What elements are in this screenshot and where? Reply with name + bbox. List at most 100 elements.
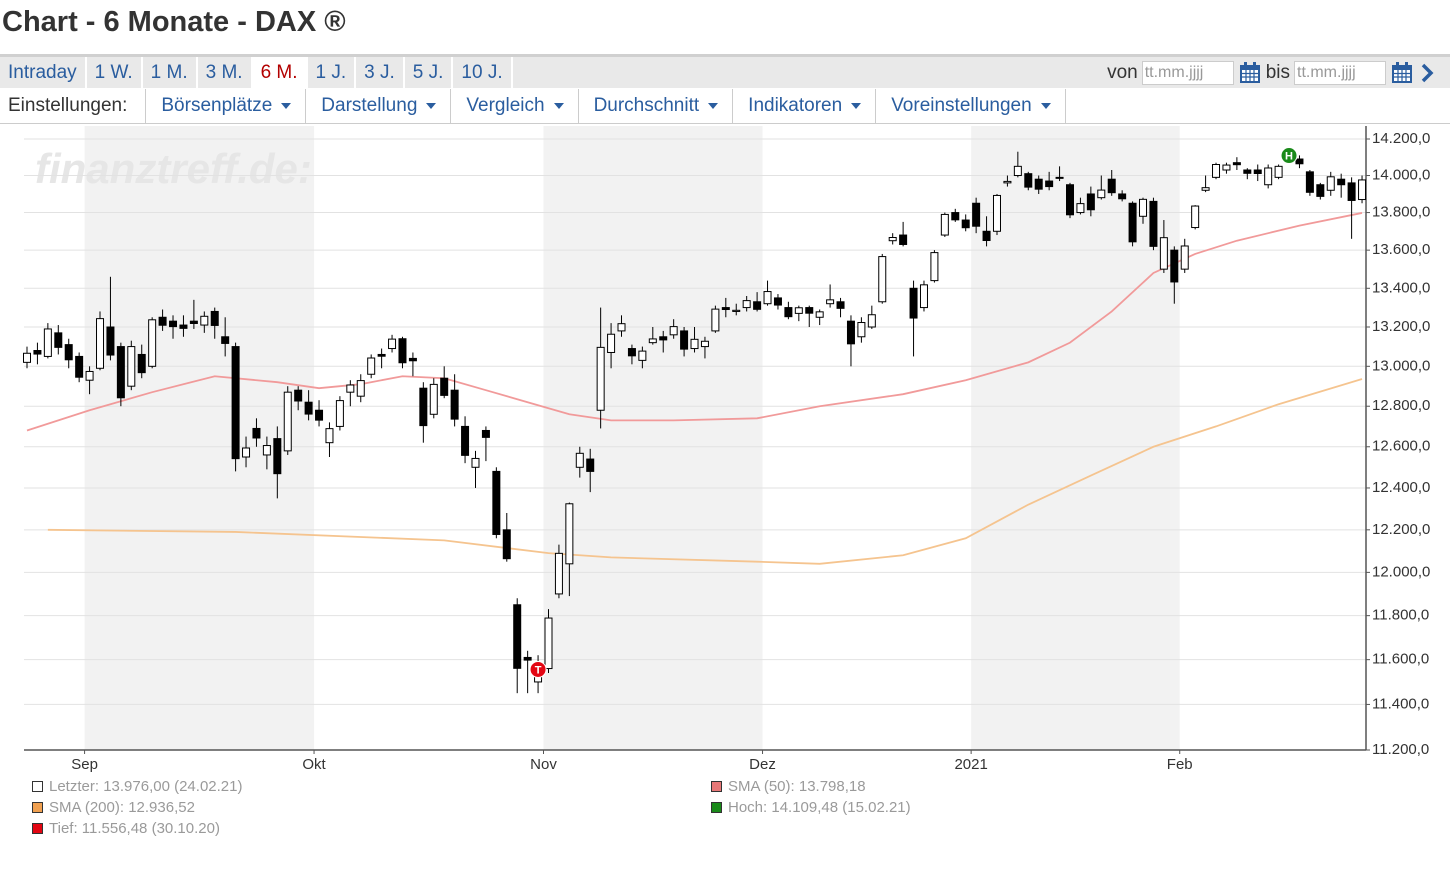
to-input[interactable]: tt.mm.jjjj (1294, 60, 1386, 85)
menu-label: Indikatoren (748, 95, 843, 116)
candle-body (304, 401, 313, 415)
tab[interactable]: 1 J. (308, 57, 357, 88)
candle-body (513, 604, 522, 669)
candle-body (565, 503, 574, 565)
candle-body (450, 389, 459, 420)
candle-body (846, 320, 855, 345)
candle-body (43, 328, 52, 357)
y-tick-label: 12.400,0 (1372, 479, 1430, 496)
caret-icon (281, 103, 292, 109)
tab[interactable]: 3 M. (198, 57, 253, 88)
settings-menu[interactable]: Vergleich (451, 89, 579, 123)
candle-body (335, 400, 344, 427)
x-tick-label: 2021 (954, 756, 987, 773)
candle-body (398, 338, 407, 364)
marker-label: H (1285, 150, 1293, 162)
candle-body (575, 452, 584, 468)
candle-body (1013, 165, 1022, 177)
candle-body (179, 324, 188, 329)
candle-body (607, 333, 616, 353)
x-tick-label: Nov (530, 756, 557, 773)
candle-body (596, 346, 605, 411)
candle-body (23, 352, 31, 363)
settings-menu[interactable]: Indikatoren (733, 89, 877, 123)
legend-label: SMA (50): 13.798,18 (728, 778, 866, 795)
candle-body (992, 194, 1001, 232)
candle-body (106, 326, 115, 356)
candle-body (1316, 184, 1325, 197)
caret-icon (708, 103, 719, 109)
y-tick-label: 11.800,0 (1372, 607, 1429, 624)
caret-icon (1040, 103, 1051, 109)
y-tick-label: 12.200,0 (1372, 521, 1430, 538)
candle-body (127, 346, 136, 387)
go-arrow[interactable] (1418, 61, 1436, 85)
tab[interactable]: 6 M. (252, 57, 308, 88)
candle-body (325, 428, 334, 444)
settings-menu[interactable]: Voreinstellungen (876, 89, 1066, 123)
tab[interactable]: 5 J. (405, 57, 454, 88)
y-tick-label: 12.000,0 (1372, 563, 1430, 580)
month-band (543, 126, 763, 750)
tab[interactable]: 1 W. (87, 57, 143, 88)
candle-body (1326, 176, 1335, 191)
candle-body (544, 617, 553, 670)
sma-line (47, 378, 1363, 565)
candle-body (96, 318, 105, 369)
candle-body (158, 316, 167, 326)
legend-label: Hoch: 14.109,48 (15.02.21) (728, 799, 911, 816)
candle-body (231, 346, 240, 460)
candle-body (492, 470, 501, 535)
candle-body (33, 350, 42, 355)
candle-body (784, 307, 793, 318)
tab[interactable]: 3 J. (356, 57, 405, 88)
tab[interactable]: 10 J. (453, 57, 513, 88)
candle-body (648, 338, 657, 344)
candle-body (586, 458, 595, 472)
x-tick-label: Okt (302, 756, 326, 773)
legend-entry: Hoch: 14.109,48 (15.02.21) (711, 797, 1111, 818)
settings-menu[interactable]: Durchschnitt (579, 89, 734, 123)
calendar-icon[interactable] (1390, 61, 1414, 85)
candle-body (200, 315, 209, 326)
candle-body (1358, 179, 1367, 201)
y-tick-label: 14.000,0 (1372, 166, 1430, 183)
candle-body (1139, 198, 1148, 217)
candle-body (732, 309, 741, 312)
candle-body (262, 445, 271, 456)
menu-label: Börsenplätze (161, 95, 273, 116)
candle-body (940, 213, 949, 236)
candle-body (669, 326, 678, 336)
candle-body (721, 307, 730, 311)
candle-body (1347, 182, 1356, 201)
menu-label: Durchschnitt (593, 95, 700, 116)
y-tick-label: 11.400,0 (1372, 695, 1429, 712)
caret-icon (553, 103, 564, 109)
candle-body (617, 323, 626, 332)
marker-label: T (535, 664, 542, 676)
candle-body (64, 344, 73, 361)
tab-bar: Intraday 1 W. 1 M. 3 M. 6 M. 1 J. 3 J. 5 J. 10 J… (0, 54, 1450, 88)
candle-body (899, 234, 908, 245)
candle-body (1097, 189, 1106, 199)
candle-body (346, 384, 355, 393)
calendar-icon[interactable] (1238, 61, 1262, 85)
candle-body (221, 336, 230, 344)
candle-body (1066, 184, 1074, 216)
candle-body (273, 438, 282, 475)
candle-body (252, 427, 261, 439)
tab[interactable]: Intraday (0, 57, 87, 88)
candle-body (888, 236, 897, 242)
from-input[interactable]: tt.mm.jjjj (1141, 60, 1234, 85)
candle-body (919, 284, 928, 309)
settings-menu[interactable]: Darstellung (306, 89, 452, 123)
y-tick-label: 11.200,0 (1372, 741, 1429, 758)
tab[interactable]: 1 M. (143, 57, 198, 88)
settings-menu[interactable]: Börsenplätze (146, 89, 307, 123)
candle-body (356, 380, 365, 397)
candle-body (1274, 165, 1283, 178)
settings-label: Einstellungen: (0, 89, 147, 123)
legend-label: Letzter: 13.976,00 (24.02.21) (49, 778, 243, 795)
menu-label: Voreinstellungen (891, 95, 1032, 116)
legend-swatch (711, 781, 722, 792)
